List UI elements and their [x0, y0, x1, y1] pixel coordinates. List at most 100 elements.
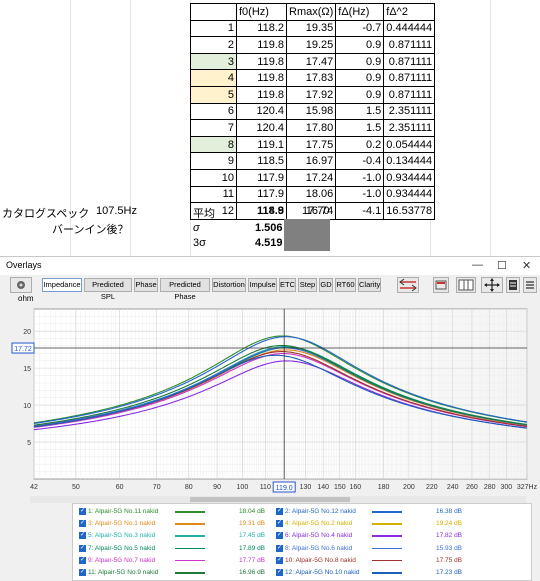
row-index-cell[interactable]: 6	[190, 102, 237, 121]
average-label[interactable]: 平均	[193, 208, 215, 220]
panel-layout-icon[interactable]	[456, 277, 476, 293]
fdelta2-cell[interactable]: 0.871111	[383, 52, 436, 71]
rmax-cell[interactable]: 17.83	[285, 69, 337, 87]
rmax-cell[interactable]: 17.92	[285, 85, 337, 104]
rmax-cell[interactable]: 18.06	[285, 185, 337, 204]
checkbox-icon[interactable]: ✓	[276, 556, 283, 564]
legend-item[interactable]: ✓ 5: Alpair-5G No.3 nakid 17.45 dB	[79, 532, 269, 540]
tab-etc[interactable]: ETC	[279, 278, 296, 292]
fdelta2-cell[interactable]: 2.351111	[383, 119, 436, 137]
f0-cell[interactable]: 117.9	[236, 185, 287, 204]
checkbox-icon[interactable]: ✓	[79, 569, 86, 576]
fdelta-cell[interactable]: 0.2	[335, 135, 385, 154]
rmax-cell[interactable]: 15.98	[285, 102, 337, 121]
legend-item[interactable]: ✓ 11: Alpair-5G No.9 nakid 16.96 dB	[79, 569, 269, 576]
menu-icon[interactable]	[523, 277, 537, 293]
header-cell[interactable]	[190, 3, 237, 21]
catalog-label[interactable]: カタログスペック	[2, 208, 90, 220]
f0-cell[interactable]: 117.9	[236, 168, 287, 187]
controls-icon[interactable]	[506, 277, 520, 293]
fdelta-cell[interactable]: 0.9	[335, 85, 385, 104]
tab-phase[interactable]: Phase	[134, 278, 158, 292]
checkbox-icon[interactable]: ✓	[276, 508, 283, 515]
fdelta2-cell[interactable]: 0.134444	[383, 152, 436, 170]
tab-gd[interactable]: GD	[319, 278, 333, 292]
impedance-chart[interactable]: 42 50 60 70 80 90 100 110 130 140 150 160 180 200 220 2…	[0, 303, 540, 493]
f0-cell[interactable]: 118.2	[236, 19, 287, 38]
row-index-cell[interactable]: 9	[190, 152, 237, 170]
row-index-cell[interactable]: 1	[190, 19, 237, 38]
impedance-curve[interactable]	[33, 354, 528, 429]
fdelta-cell[interactable]: 1.5	[335, 119, 385, 137]
impedance-curve[interactable]	[33, 344, 528, 426]
f0-cell[interactable]: 119.1	[236, 135, 287, 154]
close-button[interactable]: ✕	[522, 260, 532, 272]
f0-cell[interactable]: 118.5	[236, 152, 287, 170]
legend-item[interactable]: ✓ 12: Alpair-5G No.10 nakid 17.23 dB	[276, 569, 466, 576]
f0-cell[interactable]: 119.8	[236, 52, 287, 71]
rmax-cell[interactable]: 17.24	[285, 168, 337, 187]
horizontal-scrollbar[interactable]	[30, 496, 526, 503]
three-sigma-value[interactable]: 4.519	[255, 237, 283, 249]
row-index-cell[interactable]: 8	[190, 135, 237, 154]
rmax-cell[interactable]: 19.25	[285, 36, 337, 54]
fdelta-cell[interactable]: 1.5	[335, 102, 385, 121]
sigma-value[interactable]: 1.506	[255, 222, 283, 234]
scrollbar-thumb[interactable]	[190, 497, 350, 502]
legend-item[interactable]: ✓ 8: Alpair-5G No.6 nakid 15.93 dB	[276, 544, 466, 552]
fdelta2-cell[interactable]: 0.871111	[383, 85, 436, 104]
row-index-cell[interactable]: 3	[190, 52, 237, 71]
legend-item[interactable]: ✓ 10: Alpair-5G No.8 nakid 17.75 dB	[276, 556, 466, 564]
fdelta-cell[interactable]: 0.9	[335, 52, 385, 71]
three-sigma-label[interactable]: 3σ	[193, 237, 206, 249]
row-index-cell[interactable]: 4	[190, 69, 237, 87]
f0-cell[interactable]: 114.8	[236, 202, 287, 220]
tab-clarity[interactable]: Clarity	[358, 278, 381, 292]
fdelta2-cell[interactable]: 0.871111	[383, 69, 436, 87]
legend-item[interactable]: ✓ 1: Alpair-5G No.11 nakid 18.04 dB	[79, 508, 269, 515]
rmax-cell[interactable]: 16.97	[285, 152, 337, 170]
legend-item[interactable]: ✓ 9: Alpair-5G No.7 nakid 17.77 dB	[79, 556, 269, 564]
tab-predicted-spl[interactable]: Predicted SPL	[84, 278, 132, 301]
rmax-cell[interactable]: 17.47	[285, 52, 337, 71]
speaker-icon[interactable]	[10, 277, 32, 293]
row-index-cell[interactable]: 10	[190, 168, 237, 187]
fdelta-cell[interactable]: -4.1	[335, 202, 385, 220]
impedance-curve[interactable]	[33, 335, 528, 424]
header-cell-f0[interactable]: f0(Hz)	[236, 3, 287, 21]
row-index-cell[interactable]: 11	[190, 185, 237, 204]
rmax-cell[interactable]: 17.75	[285, 135, 337, 154]
checkbox-icon[interactable]: ✓	[79, 544, 86, 552]
sigma-label[interactable]: σ	[193, 222, 200, 234]
legend-item[interactable]: ✓ 6: Alpair-5G No.4 nakid 17.82 dB	[276, 532, 466, 540]
header-cell-fdelta[interactable]: fΔ(Hz)	[335, 3, 385, 21]
checkbox-icon[interactable]: ✓	[79, 532, 86, 540]
header-cell-rmax[interactable]: Rmax(Ω)	[285, 3, 337, 21]
legend-item[interactable]: ✓ 2: Alpair-5G No.12 nakid 16.38 dB	[276, 508, 466, 515]
fdelta2-cell[interactable]: 0.444444	[383, 19, 436, 38]
checkbox-icon[interactable]: ✓	[276, 569, 283, 576]
legend-item[interactable]: ✓ 4: Alpair-5G No.2 nakid 19.24 dB	[276, 520, 466, 527]
average-f0[interactable]: 118.9	[257, 205, 284, 217]
fdelta-cell[interactable]: 0.9	[335, 69, 385, 87]
tab-distortion[interactable]: Distortion	[212, 278, 246, 292]
tab-step[interactable]: Step	[298, 278, 317, 292]
rmax-cell[interactable]: 19.35	[285, 19, 337, 38]
minimize-button[interactable]: —	[472, 259, 483, 271]
f0-cell[interactable]: 119.8	[236, 36, 287, 54]
checkbox-icon[interactable]: ✓	[79, 556, 86, 564]
header-cell-fdelta2[interactable]: fΔ^2	[383, 3, 436, 21]
burnin-label[interactable]: バーンイン後？	[52, 224, 129, 236]
tab-impedance[interactable]: Impedance	[42, 278, 82, 292]
f0-cell[interactable]: 119.8	[236, 69, 287, 87]
tab-predicted-phase[interactable]: Predicted Phase	[160, 278, 210, 301]
legend-item[interactable]: ✓ 7: Alpair-5G No.5 nakid 17.89 dB	[79, 544, 269, 552]
fdelta2-cell[interactable]: 0.871111	[383, 36, 436, 54]
fdelta2-cell[interactable]: 0.934444	[383, 168, 436, 187]
fdelta-cell[interactable]: -0.4	[335, 152, 385, 170]
f0-cell[interactable]: 120.4	[236, 119, 287, 137]
checkbox-icon[interactable]: ✓	[276, 520, 283, 528]
fdelta2-cell[interactable]: 16.53778	[383, 202, 436, 220]
row-index-cell[interactable]: 12	[190, 202, 237, 220]
window-layout-icon[interactable]	[433, 277, 449, 293]
